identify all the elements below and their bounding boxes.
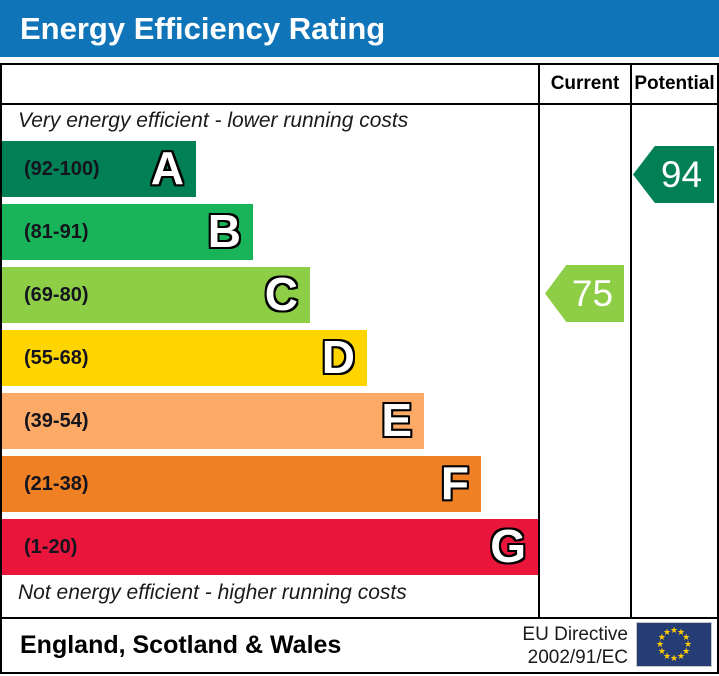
band-c-letter: C [264,268,298,321]
eu-flag-star: ★ [676,651,686,662]
eu-flag-star: ★ [682,646,691,656]
eu-flag-star: ★ [682,632,691,642]
current-rating-value: 75 [571,272,614,314]
eu-flag-star: ★ [657,646,666,656]
band-b: (81-91) B [2,204,253,260]
divider-current-column [538,65,540,617]
band-g: (1-20) G [2,519,538,575]
eu-flag-star: ★ [662,651,672,662]
band-c-range: (69-80) [24,283,89,306]
potential-rating-value: 94 [660,153,703,195]
divider-footer-row [2,617,717,619]
eu-flag-star: ★ [669,625,679,635]
eu-flag-star: ★ [657,632,666,642]
band-e-range: (39-54) [24,409,89,432]
band-a: (92-100) A [2,141,196,197]
column-header-current: Current [550,73,620,94]
band-d: (55-68) D [2,330,367,386]
page-title: Energy Efficiency Rating [0,0,719,57]
region-label: England, Scotland & Wales [20,631,342,659]
band-g-range: (1-20) [24,535,78,558]
note-not-efficient: Not energy efficient - higher running co… [18,581,407,604]
band-e-letter: E [381,394,412,447]
eu-flag-star: ★ [683,639,693,649]
band-c: (69-80) C [2,267,310,323]
column-header-potential: Potential [634,73,715,94]
eu-flag-star: ★ [655,639,665,649]
band-g-letter: G [490,520,526,573]
current-rating-arrow: 75 [545,265,624,322]
band-e: (39-54) E [2,393,424,449]
divider-header-row [2,103,717,105]
eu-flag-icon: ★ ★ ★ ★ ★ ★ ★ ★ ★ ★ ★ ★ [636,622,712,667]
band-d-range: (55-68) [24,346,89,369]
band-f: (21-38) F [2,456,481,512]
eu-flag-star: ★ [676,626,686,637]
note-very-efficient: Very energy efficient - lower running co… [18,109,409,132]
eu-directive-line1: EU Directive [522,624,628,645]
eu-directive-line2: 2002/91/EC [527,647,628,668]
eu-flag-star: ★ [662,626,672,637]
divider-potential-column [630,65,632,617]
band-b-letter: B [207,205,241,258]
page-title-text: Energy Efficiency Rating [20,10,386,46]
eu-directive-label: EU Directive 2002/91/EC [432,623,628,669]
band-a-range: (92-100) [24,157,100,180]
potential-rating-arrow: 94 [633,146,714,203]
band-a-letter: A [150,142,184,195]
band-f-range: (21-38) [24,472,89,495]
rating-table: Current Potential Very energy efficient … [0,63,719,674]
eu-flag-star: ★ [669,653,679,663]
band-d-letter: D [321,331,355,384]
band-b-range: (81-91) [24,220,89,243]
band-f-letter: F [440,457,469,510]
